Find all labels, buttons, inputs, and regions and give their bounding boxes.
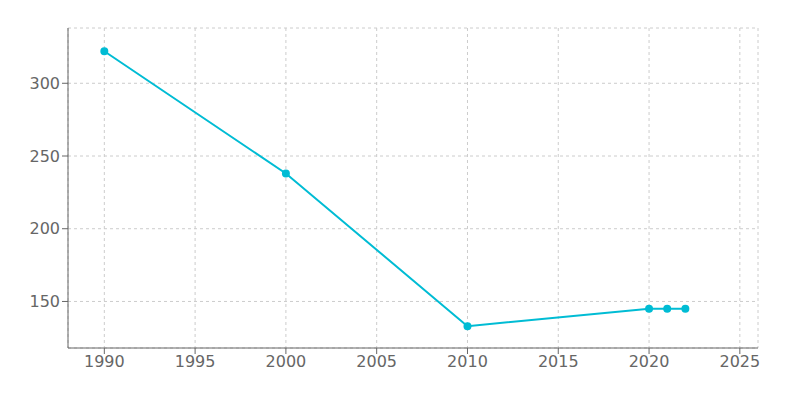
svg-text:2010: 2010 — [447, 352, 488, 371]
svg-text:2015: 2015 — [538, 352, 579, 371]
svg-text:150: 150 — [29, 292, 60, 311]
svg-text:2000: 2000 — [266, 352, 307, 371]
svg-text:1990: 1990 — [84, 352, 125, 371]
svg-text:300: 300 — [29, 74, 60, 93]
svg-text:1995: 1995 — [175, 352, 216, 371]
svg-text:2005: 2005 — [356, 352, 397, 371]
svg-text:200: 200 — [29, 219, 60, 238]
svg-text:2025: 2025 — [719, 352, 760, 371]
svg-text:2020: 2020 — [629, 352, 670, 371]
svg-text:250: 250 — [29, 147, 60, 166]
